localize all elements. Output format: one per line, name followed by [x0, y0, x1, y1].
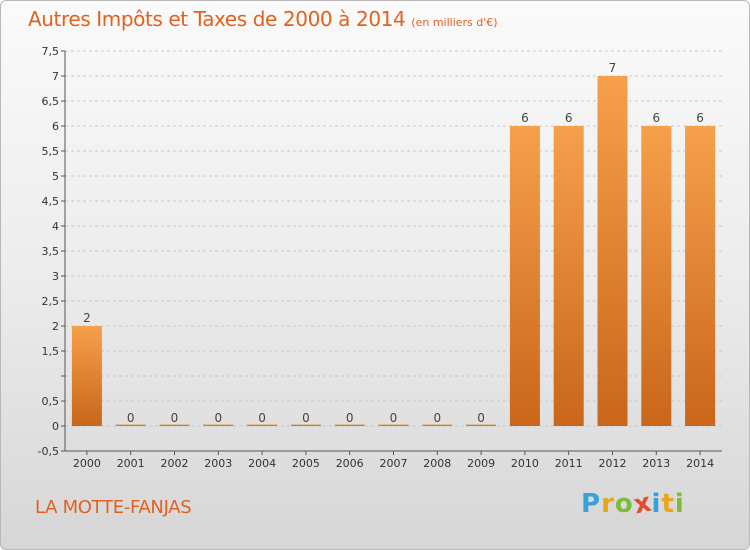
value-label: 6 [652, 111, 660, 125]
y-tick-label: 2,5 [42, 295, 60, 308]
y-tick-label: 4 [52, 220, 59, 233]
logo-letter: o [614, 489, 634, 519]
place-name: LA MOTTE-FANJAS [35, 497, 192, 518]
value-label: 0 [477, 411, 485, 425]
bar-2009 [466, 424, 497, 426]
x-tick-label: 2006 [336, 457, 364, 470]
proxiti-logo: Proxiti [581, 487, 685, 520]
bar-layer [71, 76, 716, 426]
bar-2006 [334, 424, 365, 426]
label-layer: 2 0 0 0 0 0 0 0 0 0 6 6 7 6 6 [83, 61, 704, 425]
value-label: 0 [127, 411, 135, 425]
value-label: 0 [258, 411, 266, 425]
bar-2012 [597, 76, 628, 426]
bar-2013 [641, 126, 672, 426]
value-label: 2 [83, 311, 91, 325]
value-label: 6 [565, 111, 573, 125]
value-label: 0 [214, 411, 222, 425]
chart-unit: (en milliers d'€) [411, 16, 498, 29]
bar-2002 [159, 424, 190, 426]
x-tick-label: 2007 [380, 457, 408, 470]
value-label: 7 [609, 61, 617, 75]
value-label: 0 [346, 411, 354, 425]
x-tick-label: 2014 [686, 457, 714, 470]
bar-2014 [685, 126, 716, 426]
x-tick-label: 2002 [161, 457, 189, 470]
x-tick-label: 2004 [248, 457, 276, 470]
logo-letter: P [581, 489, 602, 519]
logo-letter: i [651, 489, 662, 519]
y-tick-label: 3 [52, 270, 59, 283]
x-tick-label: 2001 [117, 457, 145, 470]
y-tick-label: 2 [52, 320, 59, 333]
bar-2003 [203, 424, 234, 426]
y-tick-label: 6 [52, 120, 59, 133]
bar-2011 [553, 126, 584, 426]
logo-letter: i [674, 489, 685, 519]
x-tick-label: 2003 [204, 457, 232, 470]
x-tick-label: 2010 [511, 457, 539, 470]
x-tick-label: 2008 [423, 457, 451, 470]
bar-2000 [71, 326, 102, 426]
value-label: 6 [521, 111, 529, 125]
y-tick-label: 7 [52, 70, 59, 83]
bar-2010 [509, 126, 540, 426]
x-tick-label: 2013 [642, 457, 670, 470]
bar-2004 [247, 424, 278, 426]
bar-2008 [422, 424, 453, 426]
x-tick-label: 2012 [599, 457, 627, 470]
y-tick-label: 1,5 [42, 345, 60, 358]
value-label: 0 [390, 411, 398, 425]
y-tick-label: 0 [52, 420, 59, 433]
x-tick-label: 2009 [467, 457, 495, 470]
value-label: 6 [696, 111, 704, 125]
bar-2001 [115, 424, 146, 426]
x-tick-label: 2000 [73, 457, 101, 470]
y-tick-label: -0,5 [38, 445, 59, 458]
x-tick-label: 2011 [555, 457, 583, 470]
logo-letter: t [661, 489, 675, 519]
y-tick-label: 7,5 [42, 45, 60, 58]
bar-2007 [378, 424, 409, 426]
value-label: 0 [302, 411, 310, 425]
value-label: 0 [171, 411, 179, 425]
x-tick-label: 2005 [292, 457, 320, 470]
chart-title: Autres Impôts et Taxes de 2000 à 2014 [28, 7, 406, 31]
y-tick-label: 5,5 [42, 145, 60, 158]
y-tick-label: 4,5 [42, 195, 60, 208]
y-tick-label: 5 [52, 170, 59, 183]
y-tick-label: 6,5 [42, 95, 60, 108]
logo-letter: r [601, 489, 615, 519]
y-tick-label: 0,5 [42, 395, 60, 408]
value-label: 0 [433, 411, 441, 425]
chart-title-wrap: Autres Impôts et Taxes de 2000 à 2014 (en… [28, 7, 498, 31]
y-tick-label: 3,5 [42, 245, 60, 258]
bar-2005 [290, 424, 321, 426]
